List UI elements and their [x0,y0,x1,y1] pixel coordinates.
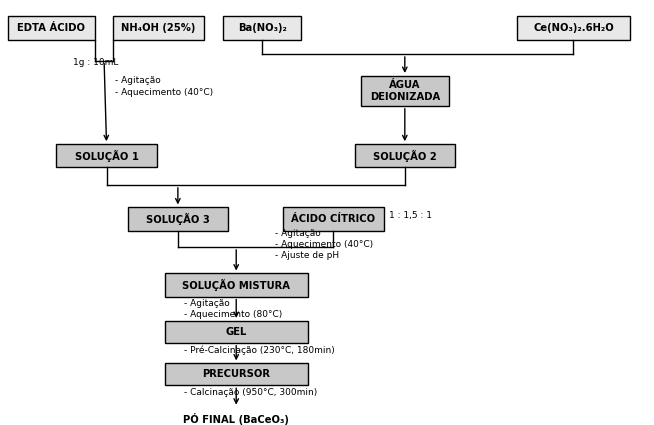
Text: - Aquecimento (40°C): - Aquecimento (40°C) [115,88,213,96]
FancyBboxPatch shape [361,76,449,106]
FancyBboxPatch shape [283,207,384,231]
Text: - Agitação: - Agitação [275,229,321,238]
Text: - Pré-Calcinação (230°C, 180min): - Pré-Calcinação (230°C, 180min) [184,346,335,355]
Text: - Ajuste de pH: - Ajuste de pH [275,251,339,260]
Text: - Agitação: - Agitação [184,299,230,308]
FancyBboxPatch shape [128,207,228,231]
Text: 1g : 10mL: 1g : 10mL [73,58,118,67]
Text: GEL: GEL [226,327,247,337]
FancyBboxPatch shape [158,408,314,425]
Text: Ce(NO₃)₂.6H₂O: Ce(NO₃)₂.6H₂O [533,23,614,33]
Text: 1 : 1,5 : 1: 1 : 1,5 : 1 [389,211,432,220]
Text: Ba(NO₃)₂: Ba(NO₃)₂ [237,23,286,33]
FancyBboxPatch shape [354,144,455,167]
Text: SOLUÇÃO MISTURA: SOLUÇÃO MISTURA [182,279,290,291]
FancyBboxPatch shape [8,16,95,40]
FancyBboxPatch shape [165,363,307,385]
Text: PÓ FINAL (BaCeO₃): PÓ FINAL (BaCeO₃) [183,413,289,425]
Text: NH₄OH (25%): NH₄OH (25%) [121,23,196,33]
Text: ÁGUA
DEIONIZADA: ÁGUA DEIONIZADA [370,79,440,102]
FancyBboxPatch shape [517,16,630,40]
Text: PRECURSOR: PRECURSOR [202,369,270,379]
Text: ÁCIDO CÍTRICO: ÁCIDO CÍTRICO [292,214,375,224]
Text: SOLUÇÃO 3: SOLUÇÃO 3 [146,213,210,225]
FancyBboxPatch shape [165,273,307,297]
Text: - Aquecimento (80°C): - Aquecimento (80°C) [184,310,283,319]
FancyBboxPatch shape [113,16,204,40]
Text: SOLUÇÃO 1: SOLUÇÃO 1 [75,150,139,162]
Text: SOLUÇÃO 2: SOLUÇÃO 2 [373,150,437,162]
Text: - Agitação: - Agitação [115,76,161,85]
FancyBboxPatch shape [165,321,307,343]
Text: - Calcinação (950°C, 300min): - Calcinação (950°C, 300min) [184,388,318,397]
Text: - Aquecimento (40°C): - Aquecimento (40°C) [275,240,373,249]
Text: EDTA ÁCIDO: EDTA ÁCIDO [18,23,86,33]
FancyBboxPatch shape [56,144,157,167]
FancyBboxPatch shape [223,16,301,40]
